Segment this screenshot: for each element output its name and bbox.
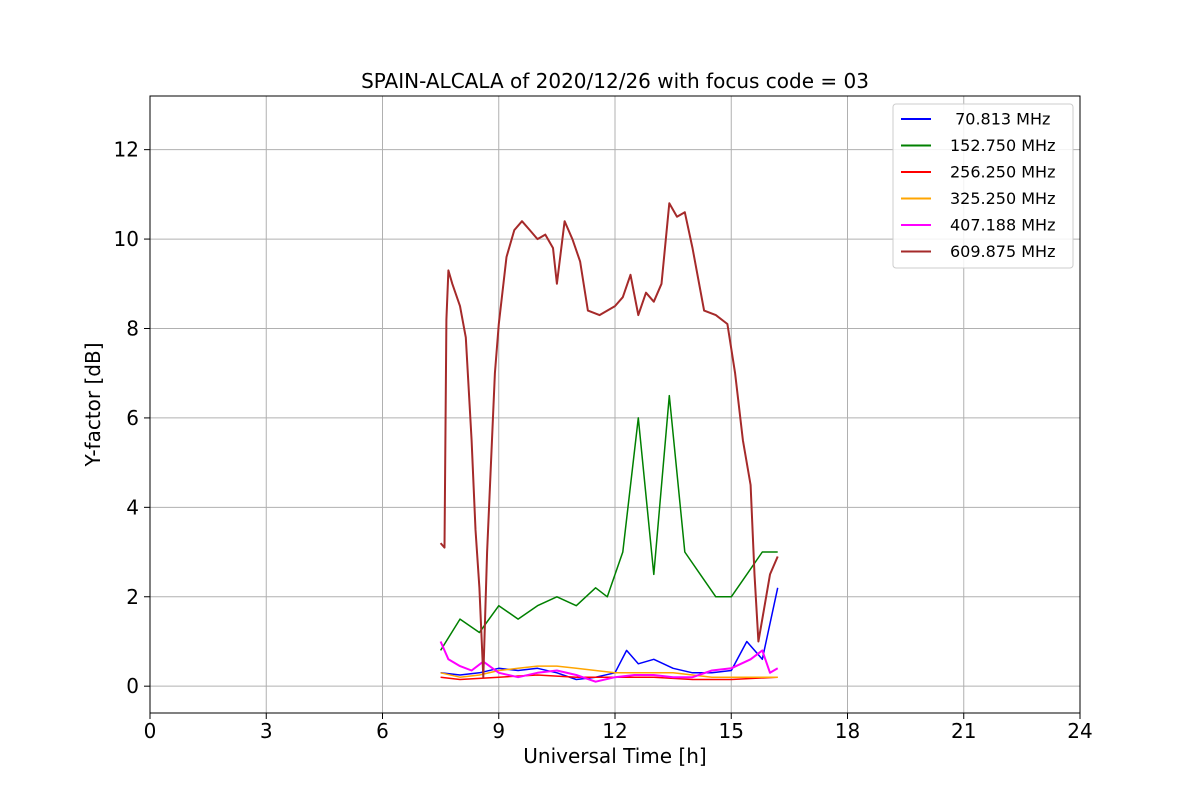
x-tick-label: 21 <box>951 719 976 743</box>
y-tick-label: 2 <box>126 585 139 609</box>
series-line <box>440 674 778 681</box>
legend-box <box>892 103 1074 269</box>
x-tick-label: 18 <box>835 719 860 743</box>
x-tick-label: 24 <box>1067 719 1092 743</box>
series-line <box>439 394 778 651</box>
legend-label: 609.875 MHz <box>950 242 1055 261</box>
y-tick-label: 12 <box>114 138 139 162</box>
legend-label: 407.188 MHz <box>950 216 1055 235</box>
y-tick-label: 6 <box>126 406 139 430</box>
legend: 70.813 MHz 152.750 MHz 256.250 MHz 325.250 … <box>892 103 1074 269</box>
chart-title: SPAIN-ALCALA of 2020/12/26 with focus co… <box>361 69 869 93</box>
x-tick-label: 9 <box>492 719 505 743</box>
series-line <box>439 202 779 679</box>
series-line <box>439 641 779 683</box>
x-tick-label: 6 <box>376 719 389 743</box>
x-tick-label: 15 <box>719 719 744 743</box>
y-tick-label: 10 <box>114 227 139 251</box>
y-tick-label: 4 <box>126 495 139 519</box>
legend-label: 152.750 MHz <box>950 136 1055 155</box>
legend-label: 70.813 MHz <box>950 110 1050 129</box>
y-tick-label: 0 <box>126 674 139 698</box>
legend-label: 256.250 MHz <box>950 163 1055 182</box>
x-axis-label: Universal Time [h] <box>523 744 706 768</box>
y-tick-label: 8 <box>126 316 139 340</box>
legend-label: 325.250 MHz <box>950 189 1055 208</box>
x-tick-label: 3 <box>260 719 273 743</box>
x-tick-label: 12 <box>602 719 627 743</box>
series-line <box>440 587 779 681</box>
y-axis-label: Y-factor [dB] <box>81 342 105 467</box>
series-layer <box>439 202 779 683</box>
x-tick-label: 0 <box>144 719 157 743</box>
